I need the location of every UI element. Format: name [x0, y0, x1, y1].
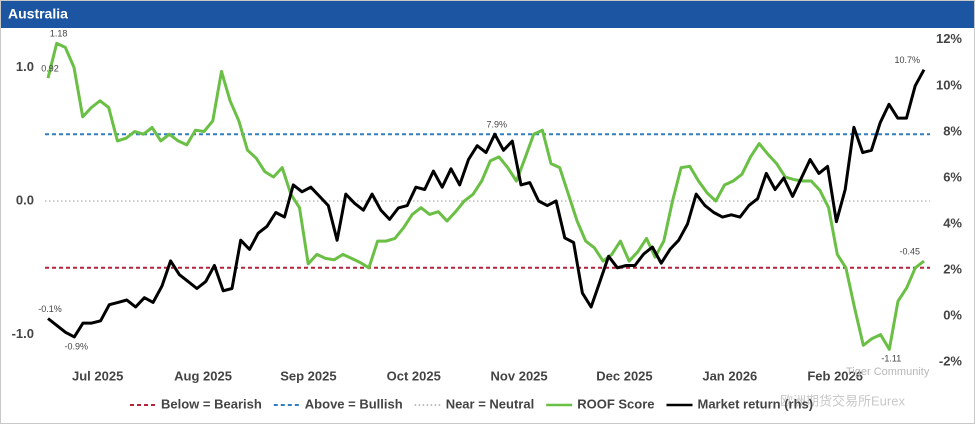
data-label: -0.45: [899, 246, 920, 256]
chart-title: Australia: [8, 6, 68, 22]
x-tick-label: Dec 2025: [596, 368, 652, 383]
x-tick-label: Sep 2025: [280, 368, 336, 383]
title-bar: [1, 1, 974, 28]
series-line: [46, 41, 925, 351]
watermark: 欧洲期货交易所Eurex: [780, 393, 905, 408]
x-tick-label: Jul 2025: [72, 368, 123, 383]
legend-label: Near = Neutral: [446, 396, 535, 411]
legend-label: ROOF Score: [577, 396, 654, 411]
y-tick-label: -1.0: [12, 326, 34, 341]
data-label: 10.7%: [894, 55, 920, 65]
data-label: 0.92: [41, 63, 59, 73]
y2-tick-label: 8%: [943, 123, 962, 138]
y2-tick-label: 2%: [943, 262, 962, 277]
y2-tick-label: 12%: [936, 31, 962, 46]
x-tick-label: Oct 2025: [387, 368, 441, 383]
x-tick-label: Aug 2025: [174, 368, 232, 383]
y2-tick-label: 4%: [943, 215, 962, 230]
data-label: -1.11: [881, 354, 901, 364]
data-label: 1.18: [50, 29, 68, 39]
series-line: [47, 68, 926, 339]
y-tick-label: 0.0: [16, 192, 34, 207]
x-tick-label: Jan 2026: [702, 368, 757, 383]
legend-label: Above = Bullish: [305, 396, 403, 411]
y2-tick-label: 10%: [936, 77, 962, 92]
x-tick-label: Nov 2025: [491, 368, 548, 383]
watermark: Tiger Community: [846, 366, 930, 378]
y-tick-label: 1.0: [16, 59, 34, 74]
x-tick-label: Feb 2026: [807, 368, 863, 383]
y2-tick-label: -2%: [939, 354, 963, 369]
y2-tick-label: 6%: [943, 169, 962, 184]
legend-label: Market return (rhs): [698, 396, 814, 411]
data-label: -0.1%: [38, 304, 62, 314]
y2-tick-label: 0%: [943, 308, 962, 323]
data-label: -0.9%: [65, 341, 89, 351]
data-label: 7.9%: [487, 120, 508, 130]
legend-label: Below = Bearish: [161, 396, 262, 411]
